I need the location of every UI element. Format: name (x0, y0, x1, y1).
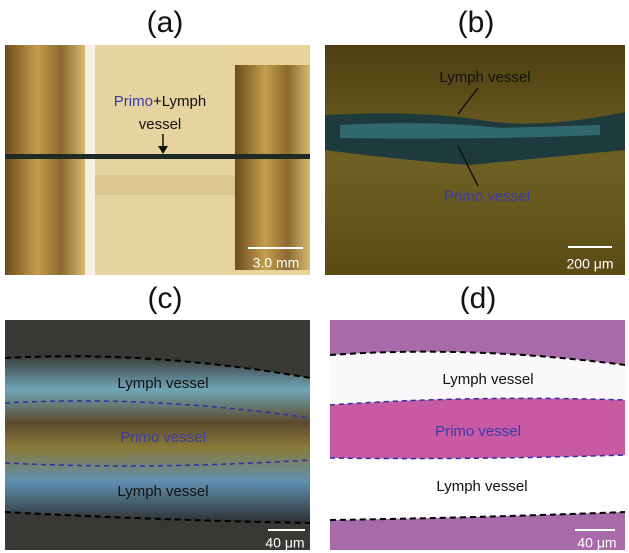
decoration (85, 45, 95, 275)
annotation: Lymph vessel (436, 478, 527, 495)
annotation: Lymph vessel (442, 371, 533, 388)
figure: (a) Primo+Lymph vessel 3.0 mm (b) Lymph … (0, 0, 629, 553)
panel-label: (c) (148, 282, 183, 315)
panel-label: (b) (458, 6, 495, 39)
annotation: Primo vessel (435, 423, 521, 440)
decoration (5, 45, 85, 275)
panel-a-image (5, 45, 310, 275)
decoration (95, 175, 235, 195)
scale-bar-label: 40 μm (577, 535, 616, 551)
annotation-part: Primo (114, 93, 153, 110)
scale-bar-label: 200 μm (567, 256, 614, 272)
scale-bar-label: 40 μm (265, 535, 304, 551)
decoration (5, 154, 310, 159)
panel-label: (a) (147, 6, 184, 39)
annotation: Lymph vessel (117, 483, 208, 500)
decoration (235, 65, 310, 270)
annotation-part: +Lymph (153, 93, 206, 110)
annotation: Primo vessel (120, 429, 206, 446)
annotation: Lymph vessel (439, 69, 530, 86)
panel-label: (d) (460, 282, 497, 315)
annotation: Lymph vessel (117, 375, 208, 392)
scale-bar-label: 3.0 mm (253, 255, 300, 271)
decoration (95, 45, 235, 275)
annotation: Primo vessel (444, 188, 530, 205)
annotation: vessel (139, 116, 182, 133)
annotation: Primo+Lymph (114, 93, 206, 110)
